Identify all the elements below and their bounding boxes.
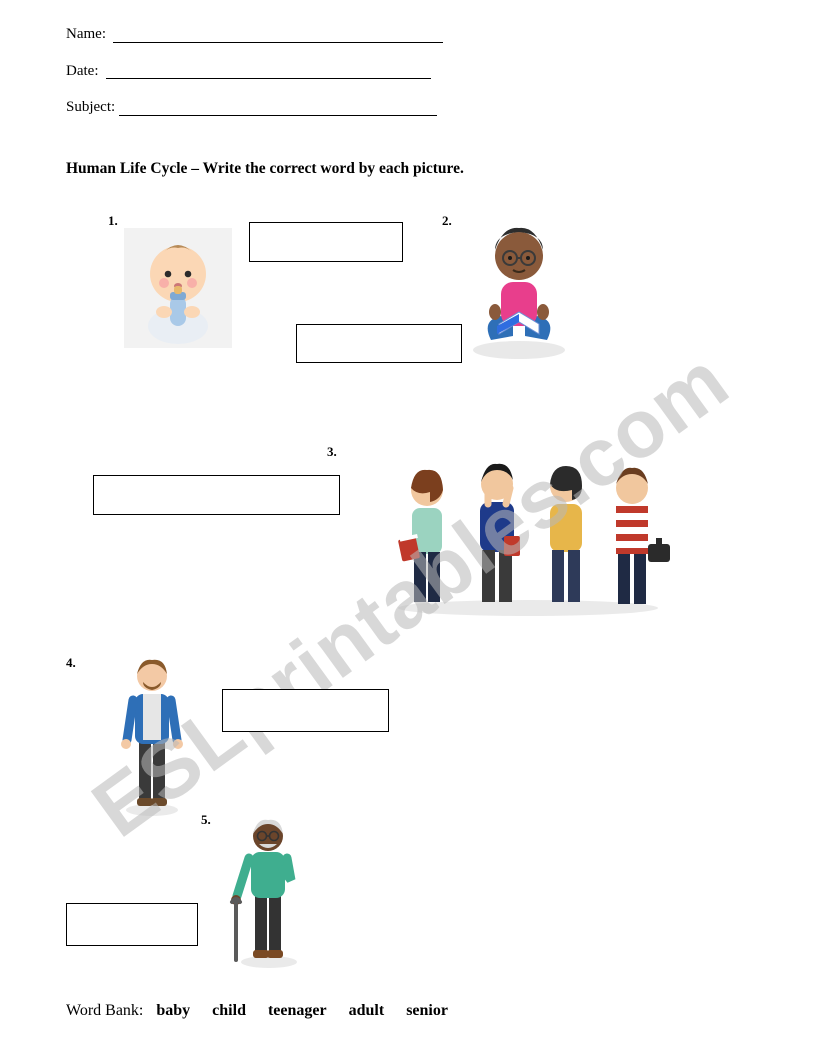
word-bank-word-2: child bbox=[212, 1002, 246, 1019]
subject-input-line[interactable] bbox=[119, 101, 437, 116]
date-label: Date: bbox=[66, 63, 106, 80]
word-bank-word-4: adult bbox=[349, 1002, 385, 1019]
item-number-3: 3. bbox=[327, 444, 337, 460]
name-row: Name: bbox=[66, 26, 443, 43]
answer-box-5[interactable] bbox=[66, 903, 198, 946]
date-row: Date: bbox=[66, 63, 443, 80]
item-number-4: 4. bbox=[66, 655, 76, 671]
item-number-2: 2. bbox=[442, 213, 452, 229]
answer-box-4[interactable] bbox=[222, 689, 389, 732]
worksheet-page: Name: Date: Subject: Human Life Cycle – … bbox=[0, 0, 821, 1062]
baby-illustration bbox=[124, 228, 232, 348]
answer-box-2[interactable] bbox=[296, 324, 462, 363]
item-number-5: 5. bbox=[201, 812, 211, 828]
name-input-line[interactable] bbox=[113, 28, 443, 43]
answer-box-3[interactable] bbox=[93, 475, 340, 515]
subject-label: Subject: bbox=[66, 99, 119, 116]
header-fields: Name: Date: Subject: bbox=[66, 26, 443, 116]
answer-box-1[interactable] bbox=[249, 222, 403, 262]
name-label: Name: bbox=[66, 26, 113, 43]
instruction-text: Human Life Cycle – Write the correct wor… bbox=[66, 160, 464, 178]
adult-illustration bbox=[113, 648, 191, 818]
subject-row: Subject: bbox=[66, 99, 443, 116]
date-input-line[interactable] bbox=[106, 64, 431, 79]
word-bank-word-1: baby bbox=[156, 1002, 190, 1019]
word-bank-word-5: senior bbox=[406, 1002, 448, 1019]
senior-illustration bbox=[225, 810, 313, 970]
child-illustration bbox=[461, 212, 577, 362]
word-bank: Word Bank: baby child teenager adult sen… bbox=[66, 1002, 457, 1020]
item-number-1: 1. bbox=[108, 213, 118, 229]
teenagers-illustration bbox=[378, 438, 678, 618]
word-bank-label: Word Bank: bbox=[66, 1002, 143, 1019]
word-bank-word-3: teenager bbox=[268, 1002, 327, 1019]
